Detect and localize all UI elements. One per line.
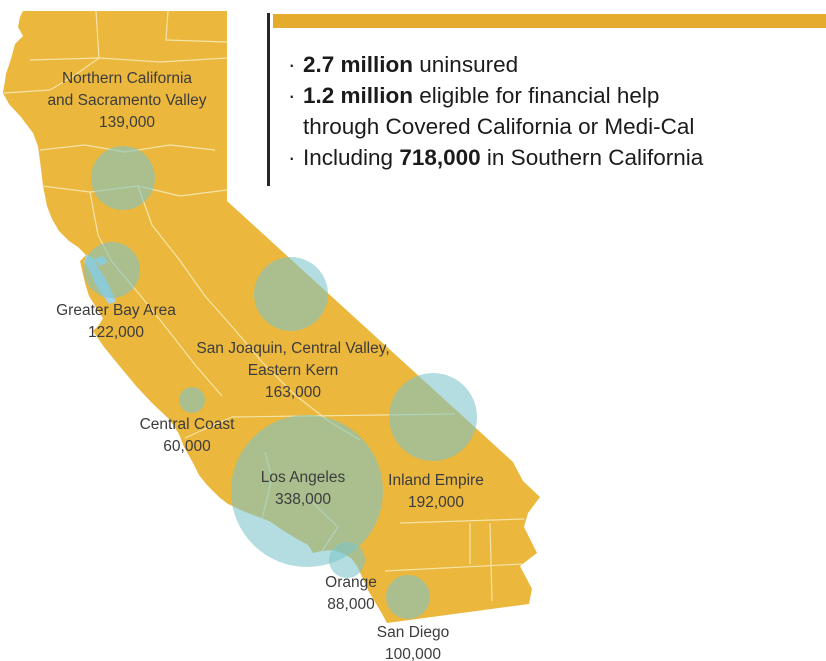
bubble-san-diego (386, 575, 430, 619)
region-value: 338,000 (274, 491, 332, 508)
region-value: 60,000 (163, 438, 211, 455)
bullet-dot: · (288, 83, 296, 108)
region-value: 163,000 (264, 384, 322, 401)
region-label-central-coast: Central Coast 60,000 (140, 414, 235, 458)
region-name: and Sacramento Valley (47, 92, 207, 109)
stat-socal-total: 718,000 (399, 145, 481, 170)
bubble-los-angeles (231, 415, 383, 567)
region-label-san-joaquin: San Joaquin, Central Valley, Eastern Ker… (196, 338, 389, 404)
region-label-orange: Orange 88,000 (325, 572, 377, 616)
region-name: San Joaquin, Central Valley, (196, 340, 390, 357)
callout-line-eligible: · 1.2 million eligible for financial help (288, 80, 808, 111)
region-value: 139,000 (98, 114, 156, 131)
region-name: Inland Empire (388, 472, 484, 489)
region-label-san-diego: San Diego 100,000 (377, 622, 449, 661)
region-bubbles (84, 146, 477, 619)
region-value: 88,000 (327, 596, 375, 613)
stat-eligible-total: 1.2 million (303, 83, 414, 108)
region-label-greater-bay-area: Greater Bay Area 122,000 (56, 300, 176, 344)
stat-uninsured-total: 2.7 million (303, 52, 414, 77)
callout-line-eligible-wrap: through Covered California or Medi-Cal (288, 111, 808, 142)
region-name: Greater Bay Area (56, 302, 176, 319)
stat-socal-text-post: in Southern California (480, 145, 704, 170)
bullet-dot: · (288, 52, 296, 77)
stat-eligible-text-2: through Covered California or Medi-Cal (303, 114, 695, 139)
region-name: Orange (325, 574, 377, 591)
bullet-dot: · (288, 145, 296, 170)
region-value: 100,000 (384, 646, 442, 661)
bubble-inland-empire (389, 373, 477, 461)
bubble-central-coast (179, 387, 205, 413)
callout-line-southern-california: · Including 718,000 in Southern Californi… (288, 142, 808, 173)
stat-uninsured-text: uninsured (413, 52, 519, 77)
callout-accent-bar (273, 14, 826, 28)
region-value: 192,000 (407, 494, 465, 511)
bubble-san-joaquin (254, 257, 328, 331)
bubble-northern-california (91, 146, 155, 210)
callout-line-uninsured: · 2.7 million uninsured (288, 49, 808, 80)
region-name: Northern California (61, 70, 193, 87)
region-name: Central Coast (139, 416, 235, 433)
stat-eligible-text: eligible for financial help (413, 83, 660, 108)
region-value: 122,000 (87, 324, 145, 341)
region-label-los-angeles: Los Angeles 338,000 (261, 467, 345, 511)
bubble-orange (329, 542, 365, 578)
region-label-inland-empire: Inland Empire 192,000 (388, 470, 484, 514)
callout-left-rule (267, 13, 270, 186)
region-name: Eastern Kern (247, 362, 339, 379)
region-label-northern-california: Northern California and Sacramento Valle… (47, 68, 206, 134)
region-name: San Diego (376, 624, 450, 641)
bubble-greater-bay-area (84, 242, 140, 298)
callout-text: · 2.7 million uninsured · 1.2 million elig… (288, 49, 808, 173)
region-name: Los Angeles (260, 469, 346, 486)
stat-socal-text-pre: Including (303, 145, 400, 170)
